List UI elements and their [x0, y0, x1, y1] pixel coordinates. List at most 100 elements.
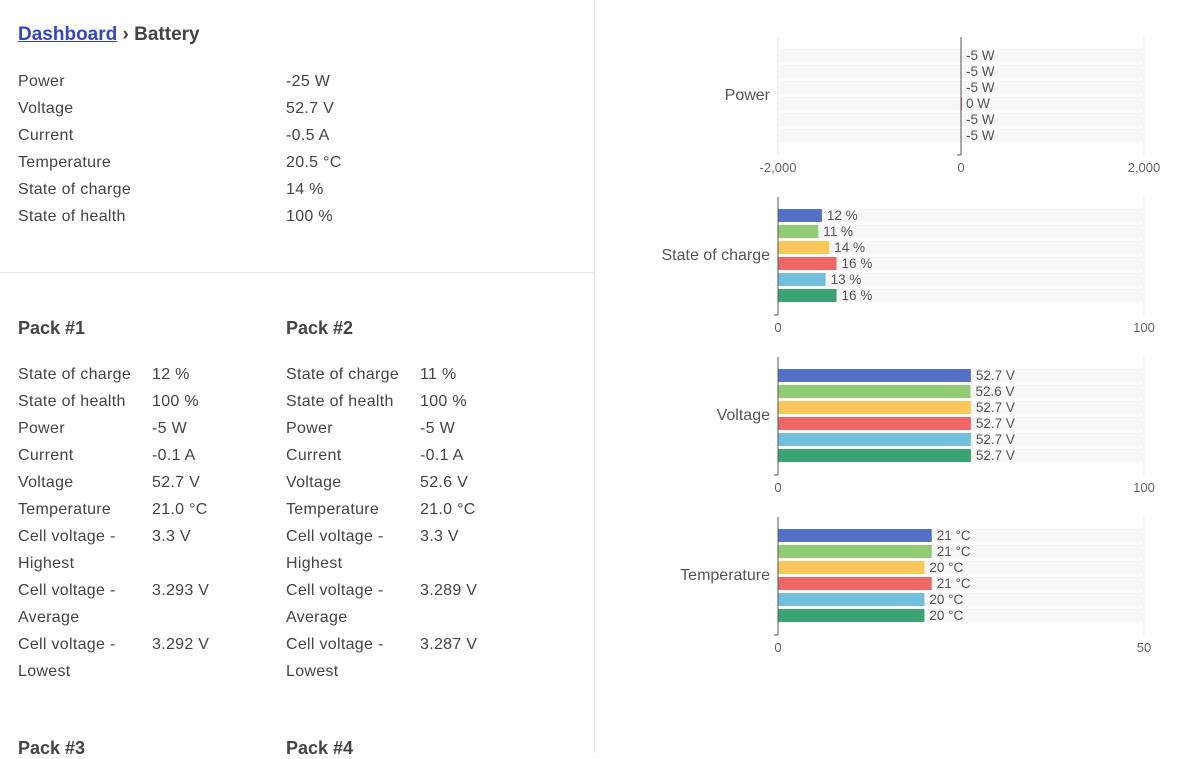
bar-background: [778, 289, 1144, 302]
pack-row-value: -0.1 A: [420, 447, 464, 464]
overview-label: State of health: [18, 208, 126, 225]
bar[interactable]: [778, 273, 826, 286]
bar[interactable]: [778, 529, 932, 542]
overview-value: 52.7 V: [286, 100, 335, 117]
pack-row-label: Voltage: [286, 474, 342, 491]
bar-label: 52.7 V: [976, 400, 1015, 415]
bar[interactable]: [778, 289, 837, 302]
pack-row-value: 52.7 V: [152, 474, 201, 491]
pack-row-label: Temperature: [286, 501, 380, 518]
bar-label: 14 %: [834, 240, 865, 255]
bar[interactable]: [778, 545, 932, 558]
bar-background: [778, 241, 1144, 254]
bar[interactable]: [778, 209, 822, 222]
bar[interactable]: [778, 577, 932, 590]
bar-charts: -2,000 0 2,000-5 W-5 W-5 W0 W-5 W-5 WPower…: [661, 37, 1161, 655]
bar-label: 21 °C: [937, 576, 971, 591]
bar[interactable]: [778, 385, 971, 398]
pack-row-label: State of health: [286, 393, 394, 410]
bar[interactable]: [778, 609, 925, 622]
bar[interactable]: [778, 241, 830, 254]
tick-label: 100: [1133, 480, 1155, 495]
bar-background: [778, 209, 1144, 222]
breadcrumb: Dashboard › Battery: [18, 24, 200, 46]
bar-label: 52.7 V: [976, 416, 1015, 431]
pack-row-value: -5 W: [152, 420, 187, 437]
bar-background: [778, 257, 1144, 270]
breadcrumb-separator: ›: [122, 24, 129, 45]
bar-label: 11 %: [823, 224, 853, 239]
pack-row-label: Cell voltage -: [18, 528, 116, 545]
chart-title: Power: [725, 87, 771, 104]
pack-row-label: Highest: [18, 555, 75, 572]
bar-label: 21 °C: [937, 528, 971, 543]
bar-label: -5 W: [966, 112, 995, 127]
pack-row-value: -0.1 A: [152, 447, 196, 464]
bar[interactable]: [778, 593, 925, 606]
bar[interactable]: [778, 449, 971, 462]
breadcrumb-dashboard-link[interactable]: Dashboard: [18, 24, 118, 45]
battery-details-panel: Dashboard › Battery Power -25 W Voltage 52.…: [0, 0, 595, 758]
bar[interactable]: [778, 433, 971, 446]
overview-value: 14 %: [286, 181, 324, 198]
bar-label: 0 W: [966, 96, 990, 111]
tick-label: 0: [774, 640, 781, 655]
bar[interactable]: [778, 225, 819, 238]
chart-title: Temperature: [680, 567, 770, 584]
pack-row-value: 3.3 V: [420, 528, 459, 545]
bar[interactable]: [778, 401, 971, 414]
pack-row-value: 100 %: [420, 393, 467, 410]
pack-row-label: State of charge: [286, 366, 400, 383]
pack-row-label: Cell voltage -: [286, 582, 384, 599]
pack-row-value: 3.289 V: [420, 582, 478, 599]
tick-label: 0: [774, 320, 781, 335]
pack-row-label: Power: [286, 420, 333, 437]
pack-row-value: 12 %: [152, 366, 190, 383]
pack-row-label: Cell voltage -: [286, 636, 384, 653]
pack-row-value: 100 %: [152, 393, 199, 410]
bar-label: 52.7 V: [976, 448, 1015, 463]
overview-value: 100 %: [286, 208, 333, 225]
pack-row-label: Current: [286, 447, 342, 464]
chart-title: Voltage: [717, 407, 770, 424]
bar[interactable]: [778, 257, 837, 270]
overview-label: Temperature: [18, 154, 112, 171]
bar[interactable]: [778, 369, 971, 382]
pack-title: Pack #1: [18, 318, 86, 338]
bar-label: 52.6 V: [976, 384, 1015, 399]
overview-label: Voltage: [18, 100, 74, 117]
overview-value: -25 W: [286, 73, 331, 90]
overview-label: Power: [18, 73, 65, 90]
pack-title: Pack #3: [18, 738, 86, 758]
bar-label: -5 W: [966, 64, 995, 79]
pack-row-value: 52.6 V: [420, 474, 469, 491]
tick-label: -2,000: [760, 160, 797, 175]
pack-row-label: State of charge: [18, 366, 132, 383]
tick-label: 50: [1137, 640, 1151, 655]
pack-title: Pack #2: [286, 318, 354, 338]
pack-row-label: Lowest: [286, 663, 339, 680]
overview-value: 20.5 °C: [286, 154, 342, 171]
tick-label: 2,000: [1128, 160, 1161, 175]
overview-value: -0.5 A: [286, 127, 330, 144]
divider: [0, 272, 595, 273]
bar-label: 20 °C: [929, 560, 963, 575]
pack-title: Pack #4: [286, 738, 354, 758]
overview-label: State of charge: [18, 181, 132, 198]
bar-label: 16 %: [842, 288, 873, 303]
pack-row-label: Cell voltage -: [286, 528, 384, 545]
breadcrumb-current: Battery: [134, 24, 200, 45]
pack-row-label: State of health: [18, 393, 126, 410]
bar[interactable]: [778, 561, 925, 574]
pack-row-label: Voltage: [18, 474, 74, 491]
tick-label: 100: [1133, 320, 1155, 335]
bar-label: 12 %: [827, 208, 858, 223]
overview-label: Current: [18, 127, 74, 144]
pack-row-label: Cell voltage -: [18, 636, 116, 653]
pack-row-value: 21.0 °C: [152, 501, 208, 518]
bar[interactable]: [778, 417, 971, 430]
bar-label: 52.7 V: [976, 368, 1015, 383]
